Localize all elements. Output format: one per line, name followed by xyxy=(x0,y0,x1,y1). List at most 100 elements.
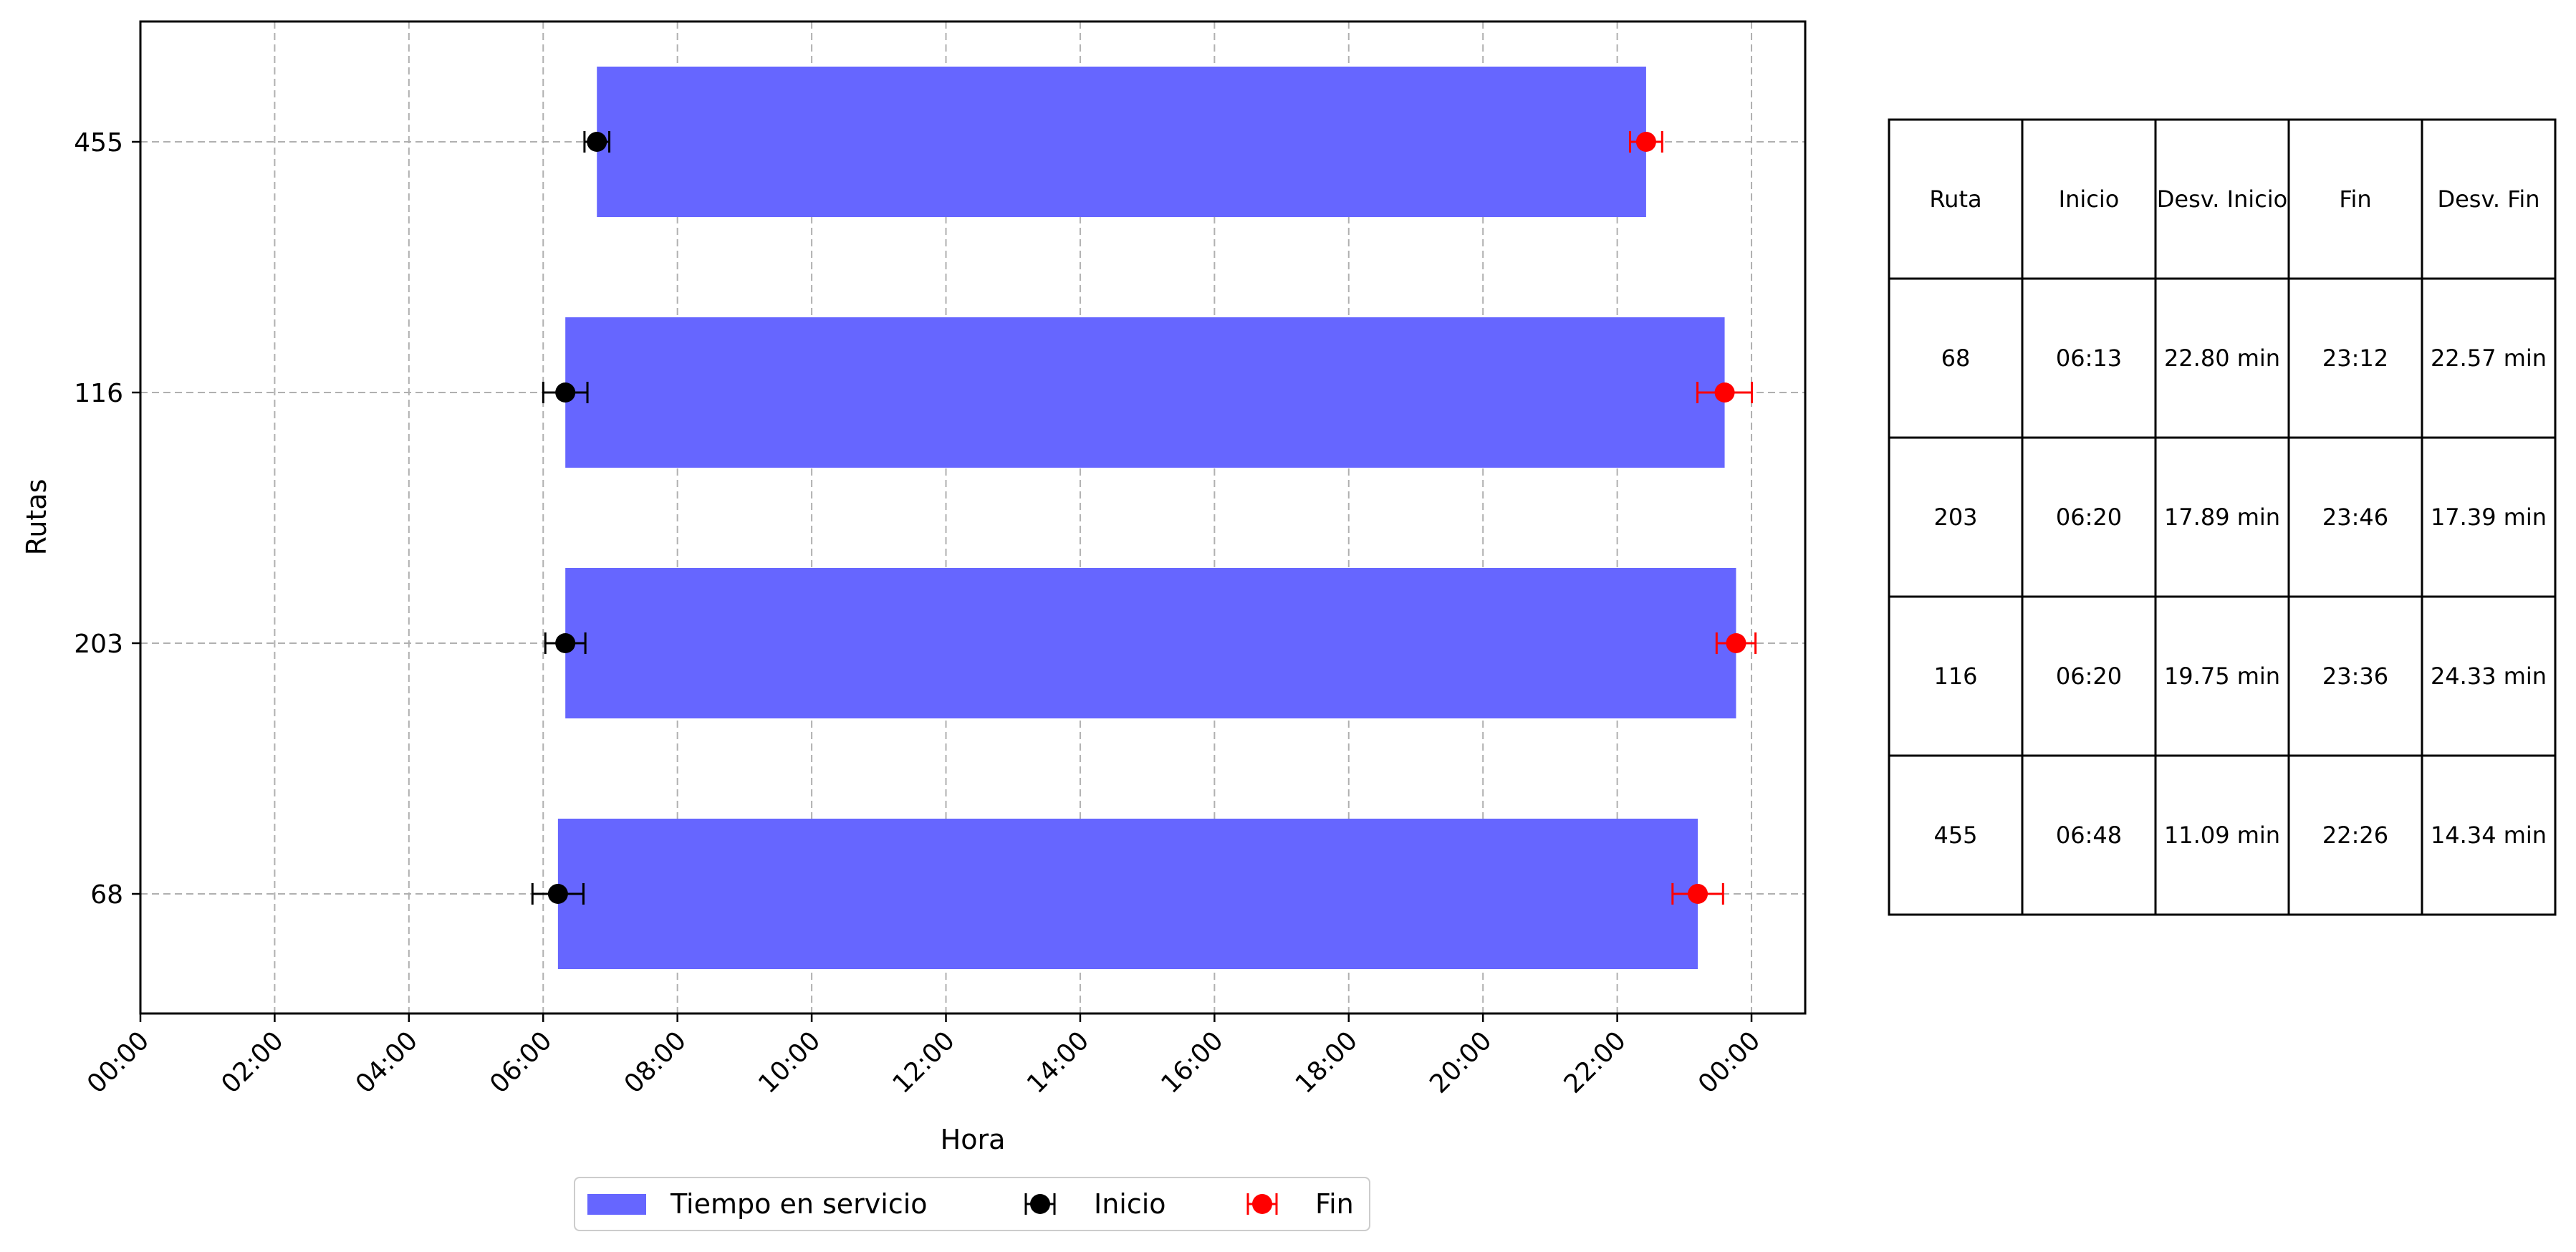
table-header-text: Desv. Inicio xyxy=(2157,186,2287,213)
y-tick-label: 203 xyxy=(74,630,123,659)
x-tick-label: 22:00 xyxy=(1559,1026,1632,1099)
table-cell-text: 23:36 xyxy=(2322,663,2388,690)
table-cell-text: 19.75 min xyxy=(2164,663,2280,690)
y-ticks: 68 203 116 455 xyxy=(74,128,140,910)
table-header-cell xyxy=(2421,118,2557,280)
table-cell xyxy=(1888,754,2024,916)
table-cell-text: 23:12 xyxy=(2322,345,2388,372)
table-cell xyxy=(2421,754,2557,916)
table-cell xyxy=(2154,754,2290,916)
table-header-cell xyxy=(1888,118,2024,280)
x-tick-label: 08:00 xyxy=(619,1026,692,1099)
x-tick-label: 18:00 xyxy=(1290,1026,1363,1099)
table-cell xyxy=(2287,436,2423,598)
table-header-text: Fin xyxy=(2339,186,2371,213)
start-point-marker xyxy=(555,633,576,653)
legend-swatch-end xyxy=(1246,1193,1278,1215)
x-tick-label: 04:00 xyxy=(350,1026,423,1099)
table-header-cell xyxy=(2021,118,2157,280)
table-cell xyxy=(2021,436,2157,598)
end-point-marker xyxy=(1726,633,1746,653)
end-point xyxy=(1715,632,1757,654)
start-point xyxy=(542,382,589,403)
service-bar xyxy=(597,67,1646,217)
service-bars xyxy=(557,67,1736,969)
table-cell xyxy=(2287,754,2423,916)
start-point xyxy=(531,883,585,905)
table-cell-text: 116 xyxy=(1933,663,1977,690)
y-tick-label: 116 xyxy=(74,379,123,408)
table-cell-text: 17.39 min xyxy=(2431,504,2547,531)
end-point xyxy=(1696,382,1754,403)
table-header-cell xyxy=(2154,118,2290,280)
x-tick-label: 10:00 xyxy=(753,1026,826,1099)
table-cell xyxy=(2421,595,2557,757)
table-cell-text: 11.09 min xyxy=(2164,822,2280,849)
table-cell-text: 22.57 min xyxy=(2431,345,2547,372)
end-point-marker xyxy=(1688,884,1708,904)
legend: Tiempo en servicio Inicio Fin xyxy=(574,1177,1370,1231)
table-header-cell xyxy=(2287,118,2423,280)
x-tick-label: 20:00 xyxy=(1424,1026,1497,1099)
data-table: Ruta Inicio Desv. Inicio Fin Desv. Fin 68 06:1… xyxy=(1888,118,2557,916)
legend-start-marker xyxy=(1024,1193,1056,1215)
x-tick-label: 00:00 xyxy=(1693,1026,1766,1099)
table-cell-text: 06:48 xyxy=(2056,822,2122,849)
table-cell-text: 203 xyxy=(1933,504,1977,531)
x-tick-label: 12:00 xyxy=(888,1026,961,1099)
end-point-marker xyxy=(1635,132,1656,152)
table-cell-text: 06:20 xyxy=(2056,504,2122,531)
table-cell xyxy=(2421,436,2557,598)
start-point-marker xyxy=(547,884,568,904)
x-tick-label: 14:00 xyxy=(1022,1026,1095,1099)
y-tick-label: 455 xyxy=(74,128,123,158)
table-cell xyxy=(2021,754,2157,916)
table-cell xyxy=(2287,595,2423,757)
service-bar xyxy=(565,317,1725,468)
table-cell-text: 23:46 xyxy=(2322,504,2388,531)
table-cell-text: 24.33 min xyxy=(2431,663,2547,690)
table-cell-text: 22:26 xyxy=(2322,822,2388,849)
table-header-text: Ruta xyxy=(1929,186,1981,213)
start-point-marker xyxy=(587,132,607,152)
legend-end-marker xyxy=(1246,1193,1278,1215)
y-axis-label: Rutas xyxy=(21,479,52,556)
table-header-text: Inicio xyxy=(2059,186,2120,213)
x-tick-label: 00:00 xyxy=(82,1026,155,1099)
x-tick-label: 16:00 xyxy=(1155,1026,1229,1099)
legend-label-end: Fin xyxy=(1315,1188,1354,1220)
x-ticks: 00:00 02:00 04:00 06:00 08:00 10:00 12:00 14:00… xyxy=(82,1013,1766,1099)
legend-label-service: Tiempo en servicio xyxy=(670,1188,928,1220)
table-cell xyxy=(2421,277,2557,439)
table-header-text: Desv. Fin xyxy=(2437,186,2539,213)
table-cell-text: 17.89 min xyxy=(2164,504,2280,531)
x-axis-label: Hora xyxy=(941,1124,1006,1155)
start-point xyxy=(583,131,611,153)
x-tick-label: 02:00 xyxy=(216,1026,289,1099)
end-point xyxy=(1629,131,1663,153)
service-bar xyxy=(557,819,1698,969)
table-cell-text: 22.80 min xyxy=(2164,345,2280,372)
table-cell-text: 14.34 min xyxy=(2431,822,2547,849)
table-cell-text: 06:20 xyxy=(2056,663,2122,690)
start-point-marker xyxy=(555,382,576,403)
legend-frame xyxy=(574,1177,1370,1231)
end-point-marker xyxy=(1714,382,1735,403)
table-cell-text: 68 xyxy=(1941,345,1971,372)
table-cell xyxy=(1888,595,2024,757)
start-point xyxy=(544,632,587,654)
table-cell xyxy=(2154,595,2290,757)
end-point xyxy=(1671,883,1724,905)
table-cell-text: 06:13 xyxy=(2056,345,2122,372)
table-cell-text: 455 xyxy=(1933,822,1977,849)
legend-swatch-bar xyxy=(587,1194,646,1215)
y-tick-label: 68 xyxy=(90,880,123,910)
service-bar xyxy=(565,568,1736,718)
legend-end-marker-marker xyxy=(1252,1194,1272,1214)
error-bars xyxy=(531,131,1757,905)
x-tick-label: 06:00 xyxy=(484,1026,557,1099)
legend-swatch-start xyxy=(1024,1193,1056,1215)
legend-label-start: Inicio xyxy=(1094,1188,1166,1220)
legend-start-marker-marker xyxy=(1030,1194,1050,1214)
